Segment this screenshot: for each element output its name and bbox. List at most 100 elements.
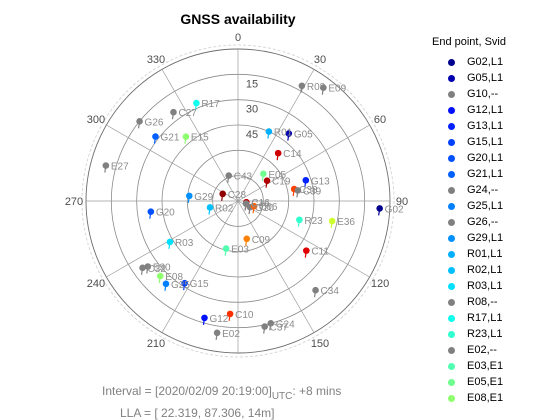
- satellite-r01: R01: [265, 128, 293, 139]
- satellite-marker: [219, 190, 226, 198]
- legend-marker: [448, 202, 455, 210]
- satellite-label: G20: [156, 208, 175, 219]
- azimuth-tick-label: 0: [235, 32, 241, 44]
- satellite-marker: [267, 320, 275, 327]
- legend-entry: G13,L1: [428, 118, 558, 134]
- legend-entry: G25,L1: [428, 198, 558, 214]
- satellite-marker: [152, 133, 159, 140]
- legend-label: G20,L1: [467, 152, 504, 164]
- satellite-label: E15: [191, 133, 209, 144]
- satellite-label: C14: [283, 149, 302, 160]
- satellite-label: C06: [259, 202, 278, 213]
- polar-tick-labels: 0 30 60 90 120 150 210 240 270 300 330 15 30 45: [65, 32, 408, 350]
- satellite-marker: [162, 280, 170, 288]
- legend-label: R17,L1: [467, 312, 503, 324]
- satellite-marker: [136, 117, 143, 125]
- legend-label: G12,L1: [467, 104, 504, 116]
- satellite-label: C09: [252, 235, 271, 246]
- legend-entry: E02,--: [428, 342, 558, 358]
- legend-label: G13,L1: [467, 120, 504, 132]
- satellite-label: G15: [190, 279, 209, 290]
- azimuth-spoke: [106, 200, 239, 278]
- satellite-marker: [298, 82, 306, 90]
- legend-entry: E03,E1: [428, 358, 558, 374]
- satellite-label: E05: [268, 170, 286, 181]
- satellite-label: C38: [299, 185, 318, 196]
- legend-marker: [448, 282, 455, 290]
- azimuth-spoke: [106, 124, 239, 202]
- satellite-marker: [181, 279, 188, 287]
- satellite-g13: G13: [302, 176, 330, 188]
- satellite-g20: G20: [147, 208, 175, 219]
- azimuth-tick-label: 30: [314, 54, 326, 66]
- satellite-c14: C14: [274, 149, 302, 161]
- legend-entry: E05,E1: [428, 374, 558, 390]
- satellite-marker: [182, 133, 190, 140]
- legend-marker: [448, 122, 455, 130]
- satellite-marker: [147, 208, 155, 216]
- satellite-label: G24: [276, 319, 295, 330]
- satellite-c28: C28: [219, 190, 246, 201]
- satellite-label: E27: [111, 162, 129, 173]
- satellite-r03: R03: [166, 238, 194, 249]
- satellite-g24: G24: [267, 319, 295, 331]
- azimuth-tick-label: 210: [147, 338, 165, 350]
- satellite-label: E30: [153, 263, 171, 274]
- satellite-marker: [166, 238, 174, 246]
- satellite-label: G13: [311, 176, 330, 187]
- legend-marker: [448, 234, 455, 242]
- satellite-label: E09: [328, 84, 346, 95]
- satellite-label: G05: [294, 130, 313, 141]
- legend-title: End point, Svid: [432, 36, 506, 48]
- satellite-e05: E05: [260, 170, 287, 181]
- azimuth-spoke: [237, 200, 370, 278]
- satellite-marker: [260, 170, 267, 178]
- azimuth-spoke: [237, 200, 315, 333]
- legend-entry: G02,L1: [428, 54, 558, 70]
- satellite-r08: R08: [298, 82, 326, 93]
- legend-marker: [448, 218, 455, 226]
- satellite-c37: C37: [261, 323, 288, 334]
- legend-label: G26,--: [467, 216, 499, 228]
- satellite-label: C46: [251, 200, 270, 211]
- satellite-label: C27: [178, 108, 197, 119]
- satellite-label: G29: [194, 192, 213, 203]
- legend-label: R01,L1: [467, 248, 503, 260]
- outer-ring: [81, 44, 395, 358]
- elevation-tick-label: 45: [246, 129, 258, 141]
- satellite-marker: [296, 216, 303, 224]
- satellite-marker: [312, 286, 319, 294]
- legend-entries: G02,L1 G05,L1 G10,-- G12,L1 G13,L1 G15,L1 G20,…: [428, 54, 558, 406]
- satellite-marker: [303, 247, 310, 254]
- satellite-label: G26: [145, 117, 164, 128]
- legend-marker: [448, 90, 455, 98]
- satellite-e27: E27: [102, 162, 129, 173]
- satellite-marker: [328, 217, 336, 225]
- legend-marker: [448, 330, 455, 338]
- azimuth-tick-label: 150: [311, 338, 329, 350]
- legend-marker: [448, 106, 455, 114]
- legend-marker: [448, 314, 455, 322]
- satellite-marker: [243, 235, 251, 243]
- satellite-c46: C46: [242, 200, 270, 211]
- satellite-g29: G29: [185, 192, 214, 203]
- satellite-marker: [144, 263, 152, 270]
- legend-label: R08,--: [467, 296, 498, 308]
- satellite-label: G10: [255, 203, 274, 214]
- satellite-c34: C34: [312, 286, 339, 298]
- satellite-r02: R02: [206, 203, 234, 215]
- legend-label: E05,E1: [467, 376, 504, 388]
- azimuth-spoke: [161, 200, 239, 333]
- legend-entry: E08,E1: [428, 390, 558, 406]
- legend-entry: G10,--: [428, 86, 558, 102]
- legend-entry: R17,L1: [428, 310, 558, 326]
- satellite-e30: E30: [144, 263, 171, 274]
- satellite-g12: G12: [201, 314, 229, 325]
- satellite-label: E03: [231, 245, 249, 256]
- azimuth-tick-label: 330: [147, 54, 165, 66]
- azimuth-tick-label: 120: [371, 278, 389, 290]
- satellite-label: C19: [272, 177, 291, 188]
- satellite-c39: C39: [294, 186, 322, 198]
- legend-label: G15,L1: [467, 136, 504, 148]
- azimuth-tick-label: 90: [396, 196, 408, 208]
